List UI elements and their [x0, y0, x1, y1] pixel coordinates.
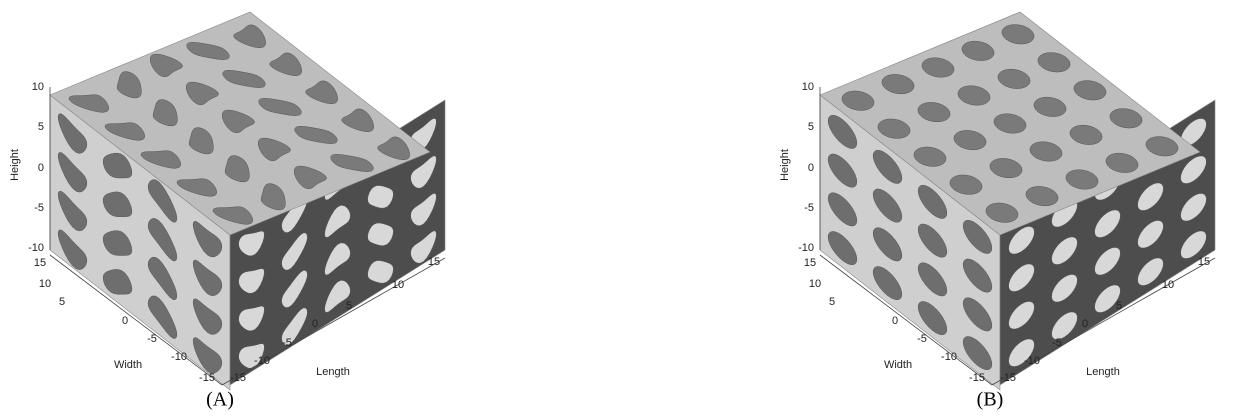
y-tick-label: 0 — [808, 162, 814, 174]
x-tick-label: 0 — [312, 318, 318, 330]
figure: 10 5 0 -5 -10 15 10 5 0 -5 -10 -15 -15 -10 -5 0 5 10 15 Hei… — [0, 0, 1237, 416]
y-tick-label: -5 — [34, 202, 44, 214]
x-tick-label: 15 — [1198, 256, 1210, 268]
axis-title: Width — [114, 359, 142, 371]
x-tick-label: -5 — [917, 333, 927, 345]
y-tick-label: 5 — [808, 121, 814, 133]
y-tick-label: 10 — [802, 81, 814, 93]
x-tick-label: -10 — [941, 351, 957, 363]
x-tick-label: -5 — [282, 337, 292, 349]
y-tick-label: -10 — [28, 242, 44, 254]
x-tick-label: 5 — [1116, 300, 1122, 312]
axis-title: Length — [316, 366, 350, 378]
x-tick-label: -15 — [1000, 372, 1016, 384]
x-tick-label: -10 — [1024, 355, 1040, 367]
x-tick-label: 0 — [122, 315, 128, 327]
x-tick-label: 10 — [809, 278, 821, 290]
axis-title: Length — [1086, 366, 1120, 378]
x-tick-label: -15 — [230, 372, 246, 384]
panel: 10 5 0 -5 -10 15 10 5 0 -5 -10 -15 -15 -10 -5 0 5 10 15 Hei… — [9, 12, 445, 411]
y-tick-label: 10 — [32, 81, 44, 93]
y-tick-label: -10 — [798, 242, 814, 254]
panel-label: (A) — [206, 389, 234, 411]
x-tick-label: 5 — [346, 300, 352, 312]
panel-label: (B) — [977, 389, 1004, 411]
x-tick-label: 5 — [829, 296, 835, 308]
x-tick-label: 15 — [804, 257, 816, 269]
x-tick-label: 0 — [1082, 318, 1088, 330]
pore — [368, 223, 394, 246]
axis-title: Height — [9, 149, 21, 181]
x-tick-label: 10 — [1162, 279, 1174, 291]
x-tick-label: 10 — [39, 278, 51, 290]
x-tick-label: -15 — [969, 372, 985, 384]
x-tick-label: -10 — [171, 351, 187, 363]
y-tick-label: 0 — [38, 162, 44, 174]
x-tick-label: 5 — [59, 296, 65, 308]
x-tick-label: -5 — [1052, 337, 1062, 349]
pore — [368, 261, 394, 284]
x-tick-label: 10 — [392, 279, 404, 291]
x-tick-label: 15 — [34, 257, 46, 269]
pore — [368, 186, 394, 209]
x-tick-label: -15 — [199, 372, 215, 384]
x-tick-label: -10 — [254, 355, 270, 367]
x-tick-label: 15 — [428, 256, 440, 268]
axis-title: Width — [884, 359, 912, 371]
panel: 10 5 0 -5 -10 15 10 5 0 -5 -10 -15 -15 -10 -5 0 5 10 15 Hei… — [779, 12, 1215, 411]
axis-title: Height — [779, 149, 791, 181]
y-tick-label: 5 — [38, 121, 44, 133]
y-tick-label: -5 — [804, 202, 814, 214]
x-tick-label: -5 — [147, 333, 157, 345]
x-tick-label: 0 — [892, 315, 898, 327]
